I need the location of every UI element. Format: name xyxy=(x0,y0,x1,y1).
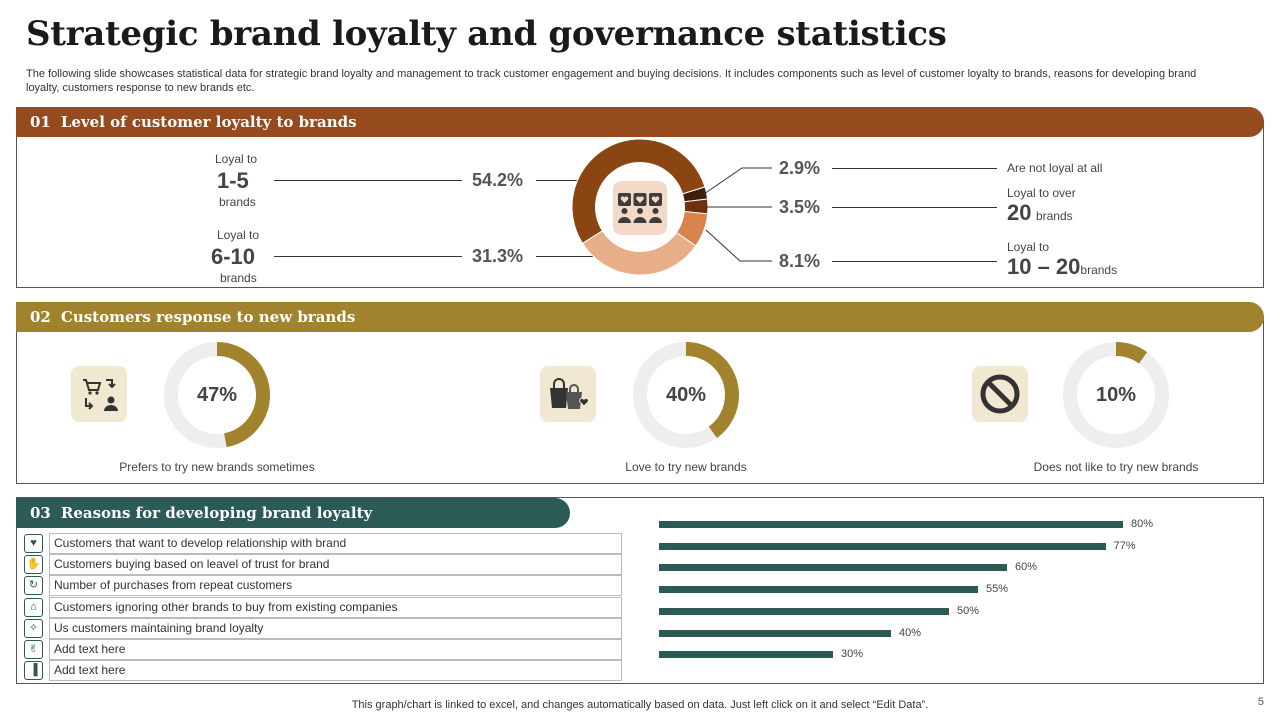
section2-number: 02 xyxy=(30,308,51,326)
reason-text: Customers ignoring other brands to buy f… xyxy=(49,597,622,618)
loyal-1-5-post: brands xyxy=(219,195,256,209)
prefers-sometimes-caption: Prefers to try new brands sometimes xyxy=(67,460,367,474)
10-20-percent: 8.1% xyxy=(779,251,820,272)
loyalty-donut-chart xyxy=(560,130,720,285)
10-20-value: 10 – 20brands xyxy=(1007,254,1117,280)
does-not-like-percent: 10% xyxy=(1061,384,1171,407)
reason-bar-label: 60% xyxy=(1015,561,1037,573)
reason-bar-label: 40% xyxy=(899,627,921,639)
donut-connectors xyxy=(700,160,780,270)
reason-row: ♥ Customers that want to develop relation… xyxy=(24,533,622,554)
handshake-icon: ✋ xyxy=(24,555,43,574)
loyal-1-5-percent: 54.2% xyxy=(472,170,523,191)
reason-bar xyxy=(659,608,949,615)
over-20-post: brands xyxy=(1036,209,1073,223)
10-20-post: brands xyxy=(1080,263,1117,277)
10-20-line xyxy=(832,261,997,262)
reason-text: Customers buying based on leavel of trus… xyxy=(49,554,622,575)
slide-subtitle: The following slide showcases statistica… xyxy=(26,67,1226,95)
reason-text: Number of purchases from repeat customer… xyxy=(49,575,622,596)
footer-note: This graph/chart is linked to excel, and… xyxy=(0,699,1280,711)
users-hearts-icon xyxy=(613,181,667,235)
over-20-big: 20 xyxy=(1007,200,1031,225)
not-loyal-line xyxy=(832,168,997,169)
reason-bar-label: 77% xyxy=(1114,540,1136,552)
loyal-6-10-post: brands xyxy=(220,271,257,285)
reason-text: Add text here xyxy=(49,639,622,660)
reason-bar xyxy=(659,564,1007,571)
prefers-sometimes-percent: 47% xyxy=(162,384,272,407)
section3-header: 03 Reasons for developing brand loyalty xyxy=(16,498,570,528)
section3-number: 03 xyxy=(30,504,51,522)
section3-title: Reasons for developing brand loyalty xyxy=(61,504,372,522)
does-not-like-caption: Does not like to try new brands xyxy=(966,460,1266,474)
10-20-big: 10 – 20 xyxy=(1007,254,1080,279)
hand-money-icon: ✌ xyxy=(24,640,43,659)
reason-bar xyxy=(659,543,1106,550)
love-to-try-percent: 40% xyxy=(631,384,741,407)
slide-title: Strategic brand loyalty and governance s… xyxy=(26,14,947,54)
reason-bar-label: 55% xyxy=(986,583,1008,595)
loyal-6-10-pre: Loyal to xyxy=(217,228,259,242)
repeat-icon: ↻ xyxy=(24,576,43,595)
section2-header: 02 Customers response to new brands xyxy=(16,302,1264,332)
reason-row: ▐ Add text here xyxy=(24,660,622,681)
reason-text: Us customers maintaining brand loyalty xyxy=(49,618,622,639)
reason-bar xyxy=(659,651,833,658)
loyal-1-5-big: 1-5 xyxy=(217,168,249,194)
reason-row: ↻ Number of purchases from repeat custome… xyxy=(24,575,622,596)
shopping-bags-icon xyxy=(540,366,596,422)
over-20-percent: 3.5% xyxy=(779,197,820,218)
reason-bar xyxy=(659,630,891,637)
section2-title: Customers response to new brands xyxy=(61,308,355,326)
section1-number: 01 xyxy=(30,113,51,131)
not-loyal-label: Are not loyal at all xyxy=(1007,161,1102,175)
bar-chart-icon: ▐ xyxy=(24,661,43,680)
reason-text: Customers that want to develop relations… xyxy=(49,533,622,554)
over-20-pre: Loyal to over xyxy=(1007,186,1076,200)
reason-row: ✋ Customers buying based on leavel of tru… xyxy=(24,554,622,575)
loyal-6-10-percent: 31.3% xyxy=(472,246,523,267)
store-icon: ⌂ xyxy=(24,598,43,617)
cart-user-exchange-icon xyxy=(71,366,127,422)
handshake-heart-icon: ♥ xyxy=(24,534,43,553)
reason-row: ✧ Us customers maintaining brand loyalty xyxy=(24,618,622,639)
sparkle-icon: ✧ xyxy=(24,619,43,638)
love-to-try-caption: Love to try new brands xyxy=(536,460,836,474)
loyal-6-10-big: 6-10 xyxy=(211,244,255,270)
reason-bar xyxy=(659,586,978,593)
page-number: 5 xyxy=(1258,696,1264,708)
reason-bar xyxy=(659,521,1123,528)
loyal-1-5-pre: Loyal to xyxy=(215,152,257,166)
reason-text: Add text here xyxy=(49,660,622,681)
loyal-1-5-line xyxy=(274,180,462,181)
loyal-6-10-line xyxy=(274,256,462,257)
prohibited-icon xyxy=(972,366,1028,422)
not-loyal-percent: 2.9% xyxy=(779,158,820,179)
reason-row: ⌂ Customers ignoring other brands to buy … xyxy=(24,597,622,618)
10-20-pre: Loyal to xyxy=(1007,240,1049,254)
reason-bar-label: 50% xyxy=(957,605,979,617)
reason-bar-label: 80% xyxy=(1131,518,1153,530)
over-20-value: 20 brands xyxy=(1007,200,1073,226)
reason-bar-label: 30% xyxy=(841,648,863,660)
over-20-line xyxy=(832,207,997,208)
reason-row: ✌ Add text here xyxy=(24,639,622,660)
section1-title: Level of customer loyalty to brands xyxy=(61,113,357,131)
